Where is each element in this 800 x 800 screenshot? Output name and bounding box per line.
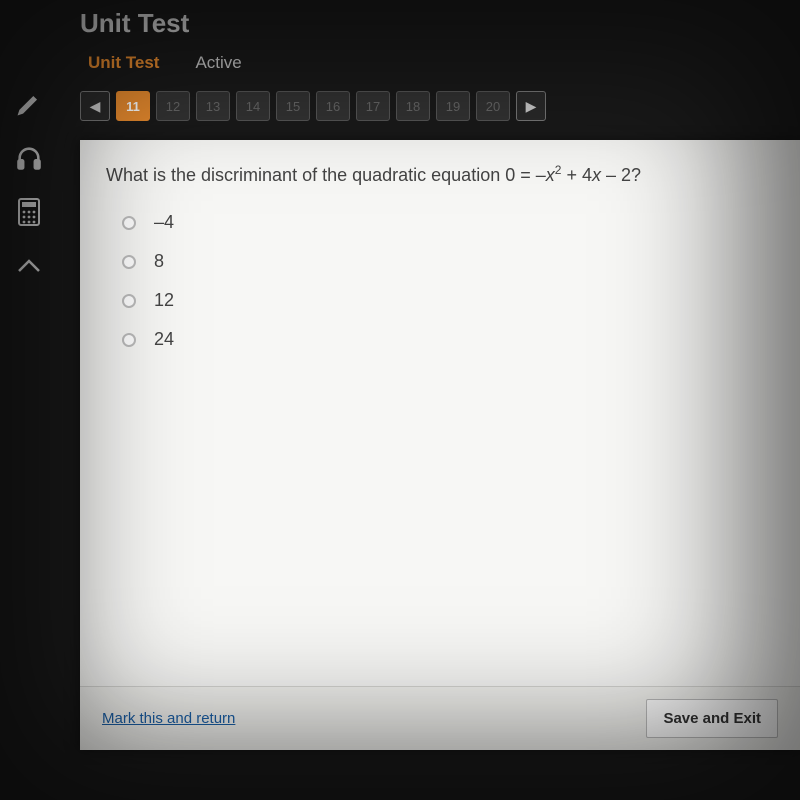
nav-item-15[interactable]: 15 bbox=[276, 91, 310, 121]
radio-option-0[interactable] bbox=[122, 216, 136, 230]
nav-item-16[interactable]: 16 bbox=[316, 91, 350, 121]
prompt-text-3: – 2? bbox=[601, 165, 641, 185]
option-label-2: 12 bbox=[154, 290, 174, 311]
prev-question-button[interactable]: ◀ bbox=[80, 91, 110, 121]
headphones-icon[interactable] bbox=[13, 142, 45, 174]
option-label-3: 24 bbox=[154, 329, 174, 350]
mark-return-link[interactable]: Mark this and return bbox=[102, 710, 235, 727]
radio-option-3[interactable] bbox=[122, 333, 136, 347]
nav-item-20[interactable]: 20 bbox=[476, 91, 510, 121]
pencil-icon[interactable] bbox=[13, 88, 45, 120]
prompt-text-2: + 4 bbox=[561, 165, 592, 185]
nav-item-11[interactable]: 11 bbox=[116, 91, 150, 121]
option-row-1[interactable]: 8 bbox=[122, 251, 774, 272]
radio-option-1[interactable] bbox=[122, 255, 136, 269]
save-exit-button[interactable]: Save and Exit bbox=[646, 699, 778, 738]
nav-item-17[interactable]: 17 bbox=[356, 91, 390, 121]
prompt-var-x1: x bbox=[546, 165, 555, 185]
option-label-1: 8 bbox=[154, 251, 164, 272]
option-label-0: –4 bbox=[154, 212, 174, 233]
option-row-2[interactable]: 12 bbox=[122, 290, 774, 311]
nav-item-18[interactable]: 18 bbox=[396, 91, 430, 121]
tab-unit-test[interactable]: Unit Test bbox=[80, 49, 167, 77]
card-footer: Mark this and return Save and Exit bbox=[80, 686, 800, 750]
next-question-button[interactable]: ▶ bbox=[516, 91, 546, 121]
nav-item-13[interactable]: 13 bbox=[196, 91, 230, 121]
page-title: Unit Test bbox=[80, 0, 800, 49]
tool-sidebar bbox=[0, 80, 58, 282]
tab-active[interactable]: Active bbox=[187, 49, 249, 77]
collapse-icon[interactable] bbox=[13, 250, 45, 282]
question-prompt: What is the discriminant of the quadrati… bbox=[106, 162, 774, 188]
nav-item-12[interactable]: 12 bbox=[156, 91, 190, 121]
radio-option-2[interactable] bbox=[122, 294, 136, 308]
prompt-var-x2: x bbox=[592, 165, 601, 185]
nav-item-19[interactable]: 19 bbox=[436, 91, 470, 121]
prompt-text-1: What is the discriminant of the quadrati… bbox=[106, 165, 546, 185]
options-list: –4 8 12 24 bbox=[106, 212, 774, 350]
calculator-icon[interactable] bbox=[13, 196, 45, 228]
tabs-row: Unit Test Active bbox=[80, 49, 800, 85]
question-nav: ◀ 11 12 13 14 15 16 17 18 19 20 ▶ bbox=[0, 85, 800, 131]
nav-item-14[interactable]: 14 bbox=[236, 91, 270, 121]
option-row-0[interactable]: –4 bbox=[122, 212, 774, 233]
question-card: What is the discriminant of the quadrati… bbox=[80, 140, 800, 750]
option-row-3[interactable]: 24 bbox=[122, 329, 774, 350]
